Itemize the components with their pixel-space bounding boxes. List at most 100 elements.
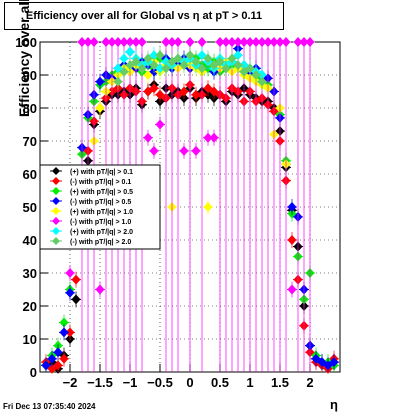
data-point bbox=[113, 37, 123, 47]
data-point bbox=[215, 56, 225, 67]
data-point bbox=[251, 70, 261, 80]
data-point bbox=[179, 86, 189, 97]
data-point bbox=[77, 37, 87, 47]
legend-swatch bbox=[52, 197, 60, 205]
legend-entry: (-) with pT/|q| > 2.0 bbox=[70, 239, 131, 246]
y-tick-label: 40 bbox=[23, 233, 37, 248]
x-tick-label: 0.5 bbox=[211, 375, 229, 390]
data-point bbox=[149, 60, 159, 71]
data-point bbox=[125, 37, 135, 47]
data-point bbox=[269, 37, 279, 47]
data-point bbox=[119, 66, 129, 77]
data-point bbox=[227, 37, 237, 47]
data-point bbox=[179, 145, 189, 156]
x-tick-label: −0.5 bbox=[147, 375, 173, 390]
data-point bbox=[281, 37, 291, 47]
data-point bbox=[287, 235, 297, 245]
x-tick-label: −1.5 bbox=[87, 375, 113, 390]
legend-swatch bbox=[52, 187, 60, 195]
legend-swatch bbox=[52, 237, 60, 245]
data-point bbox=[143, 70, 153, 80]
y-tick-label: 90 bbox=[23, 68, 37, 83]
data-point bbox=[203, 132, 213, 143]
data-point bbox=[173, 37, 183, 47]
data-point bbox=[167, 37, 177, 47]
data-point bbox=[185, 37, 195, 47]
data-point bbox=[191, 56, 201, 67]
data-point bbox=[65, 287, 75, 298]
data-point bbox=[155, 50, 165, 61]
legend-entry: (-) with pT/|q| > 0.1 bbox=[70, 179, 131, 186]
data-point bbox=[143, 132, 153, 143]
y-tick-label: 20 bbox=[23, 299, 37, 314]
y-tick-label: 10 bbox=[23, 332, 37, 347]
data-point bbox=[185, 50, 195, 61]
data-point bbox=[179, 60, 189, 71]
legend-entry: (+) with pT/|q| > 0.5 bbox=[70, 189, 133, 196]
data-point bbox=[197, 37, 207, 47]
data-point bbox=[233, 60, 243, 71]
data-point bbox=[59, 317, 69, 328]
data-point bbox=[197, 63, 207, 74]
legend-entry: (+) with pT/|q| > 1.0 bbox=[70, 209, 133, 216]
data-point bbox=[59, 327, 69, 338]
data-point bbox=[125, 46, 135, 57]
data-point bbox=[257, 76, 267, 87]
y-tick-label: 30 bbox=[23, 266, 37, 281]
legend-box bbox=[39, 164, 161, 250]
data-point bbox=[155, 119, 165, 130]
data-point bbox=[215, 37, 225, 47]
data-point bbox=[95, 103, 105, 113]
timestamp: Fri Dec 13 07:35:40 2024 bbox=[3, 402, 96, 411]
legend-entry: (-) with pT/|q| > 0.5 bbox=[70, 199, 131, 206]
data-point bbox=[245, 37, 255, 47]
data-point bbox=[53, 360, 63, 371]
data-point bbox=[95, 76, 105, 87]
data-point bbox=[107, 37, 117, 47]
data-point bbox=[329, 357, 339, 368]
data-point bbox=[101, 37, 111, 47]
x-tick-label: −1 bbox=[123, 375, 138, 390]
y-axis-label: Efficiency over all (%) bbox=[16, 0, 32, 117]
data-point bbox=[137, 63, 147, 74]
data-point bbox=[275, 37, 285, 47]
data-point bbox=[113, 76, 123, 87]
data-point bbox=[221, 63, 231, 74]
data-point bbox=[203, 202, 213, 212]
data-point bbox=[119, 37, 129, 47]
legend-swatch bbox=[52, 217, 60, 225]
data-point bbox=[245, 63, 255, 74]
data-point bbox=[131, 56, 141, 67]
data-point bbox=[47, 353, 57, 364]
legend-entry: (-) with pT/|q| > 1.0 bbox=[70, 219, 131, 226]
data-point bbox=[257, 37, 267, 47]
legend-swatch bbox=[52, 177, 60, 185]
data-point bbox=[149, 83, 159, 94]
x-tick-label: −2 bbox=[63, 375, 78, 390]
data-point bbox=[161, 63, 171, 74]
x-tick-label: 1.5 bbox=[271, 375, 289, 390]
legend-entry: (+) with pT/|q| > 0.1 bbox=[70, 169, 133, 176]
x-tick-label: 2 bbox=[306, 375, 313, 390]
x-tick-label: 0 bbox=[186, 375, 193, 390]
data-point bbox=[293, 37, 303, 47]
y-tick-label: 100 bbox=[15, 35, 37, 50]
data-point bbox=[119, 53, 129, 64]
data-point bbox=[65, 327, 75, 338]
data-point bbox=[137, 37, 147, 47]
data-point bbox=[53, 347, 63, 358]
data-point bbox=[95, 284, 105, 295]
legend-swatch bbox=[52, 227, 60, 235]
data-point bbox=[305, 37, 315, 47]
x-tick-label: 1 bbox=[246, 375, 253, 390]
data-point bbox=[71, 274, 81, 285]
data-point bbox=[191, 145, 201, 156]
data-point bbox=[143, 53, 153, 64]
data-point bbox=[263, 37, 273, 47]
y-tick-label: 80 bbox=[23, 101, 37, 116]
data-point bbox=[221, 37, 231, 47]
y-tick-label: 60 bbox=[23, 167, 37, 182]
data-point bbox=[89, 37, 99, 47]
data-point bbox=[287, 284, 297, 295]
